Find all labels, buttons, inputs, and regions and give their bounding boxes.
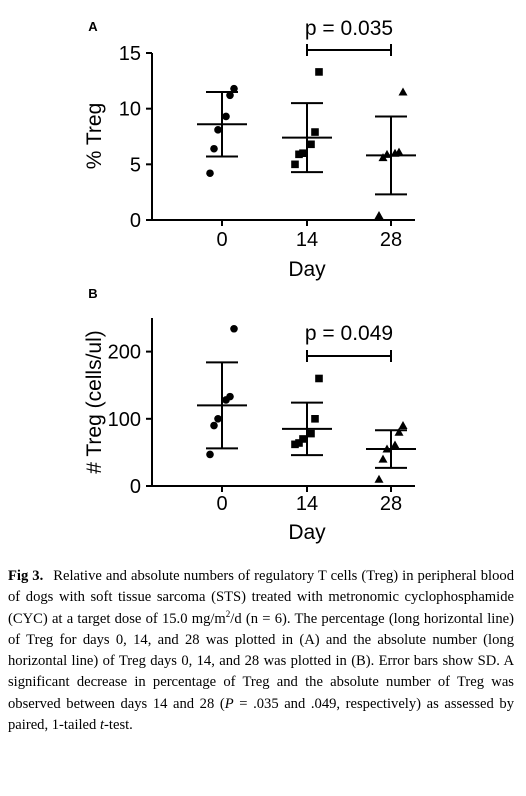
- panel-b-y-tick-label: 200: [108, 342, 141, 364]
- panel-a-label: A: [88, 19, 98, 34]
- panel-a-y-tick-label: 10: [119, 99, 141, 121]
- panel-a-point-day-0: [214, 126, 222, 134]
- caption-text-2: /d (n = 6). The percentage (long horizon…: [8, 610, 514, 712]
- panel-a-point-day-28: [382, 149, 392, 158]
- panel-a-point-day-0: [206, 169, 214, 178]
- panel-a-point-day-28: [398, 87, 408, 96]
- panel-a-point-day-14: [315, 68, 323, 76]
- panel-a-point-day-14: [307, 140, 315, 149]
- panel-b-point-day-28: [390, 440, 400, 449]
- caption-text-1: Relative and absolute numbers of regulat…: [8, 568, 514, 627]
- panel-a-x-tick-label: 14: [296, 229, 318, 251]
- panel-b-point-day-28: [398, 421, 408, 430]
- panel-b-x-tick-label: 0: [216, 493, 227, 515]
- panel-b-point-day-0: [210, 421, 218, 430]
- figure: A 0 5 10 15 0 14 28 % Treg Day p = 0.035 B 0 100 200 0 1…: [83, 17, 416, 544]
- panel-b-p-value: p = 0.049: [305, 322, 393, 345]
- panel-a-x-tick-label: 28: [380, 229, 402, 251]
- panel-a-x-tick-label: 0: [216, 229, 227, 251]
- panel-b-point-day-0: [230, 324, 238, 333]
- panel-b-y-axis-title: # Treg (cells/ul): [83, 330, 106, 474]
- panel-b-point-day-28: [394, 427, 404, 436]
- panel-b-point-day-14: [311, 415, 319, 423]
- panel-a-y-axis-title: % Treg: [83, 103, 106, 170]
- panel-a-point-day-14: [291, 160, 299, 169]
- panel-b-point-day-14: [299, 435, 307, 443]
- panel-a-point-day-14: [311, 128, 319, 136]
- panel-a-y-tick-label: 0: [130, 210, 141, 232]
- panel-b-point-day-0: [206, 450, 214, 459]
- panel-a-p-value: p = 0.035: [305, 17, 393, 40]
- panel-b-point-day-14: [307, 429, 315, 438]
- caption-label: Fig 3.: [8, 568, 44, 584]
- panel-b-y-tick-label: 0: [130, 476, 141, 498]
- panel-a-point-day-0: [226, 91, 234, 100]
- panel-b-x-tick-label: 14: [296, 493, 318, 515]
- caption-text-3: = .035 and .049, respectively) as assess…: [8, 695, 514, 734]
- panel-b-y-tick-label: 100: [108, 409, 141, 431]
- panel-a-point-day-0: [210, 144, 218, 153]
- panel-b-label: B: [88, 286, 97, 301]
- panel-b-x-tick-label: 28: [380, 493, 402, 515]
- panel-a-x-axis-title: Day: [288, 258, 326, 281]
- panel-a-point-day-0: [222, 112, 230, 121]
- panel-b-point-day-14: [295, 439, 303, 447]
- panel-b-point-day-0: [214, 415, 222, 423]
- panel-b-point-day-14: [291, 440, 299, 449]
- panel-b-point-day-0: [226, 392, 234, 401]
- panel-a-y-tick-label: 15: [119, 43, 141, 65]
- panel-a-point-day-28: [374, 211, 384, 220]
- caption-text-4: -test.: [104, 717, 133, 734]
- panel-a-point-day-28: [394, 147, 404, 156]
- panel-b-point-day-28: [378, 454, 388, 463]
- panel-b-point-day-14: [315, 374, 323, 383]
- panel-b-x-axis-title: Day: [288, 521, 326, 544]
- panel-b-point-day-28: [374, 474, 384, 483]
- panel-a-point-day-14: [295, 150, 303, 159]
- caption-t-italic: t: [99, 717, 105, 734]
- panel-a-y-tick-label: 5: [130, 154, 141, 176]
- caption-superscript: 2: [225, 608, 231, 619]
- panel-a-point-day-0: [230, 84, 238, 93]
- panel-a-point-day-14: [299, 149, 307, 157]
- caption-p-italic: P: [224, 695, 234, 712]
- panel-b-point-day-28: [382, 444, 392, 453]
- figure-caption: Fig 3. Relative and absolute numbers of r…: [8, 566, 514, 736]
